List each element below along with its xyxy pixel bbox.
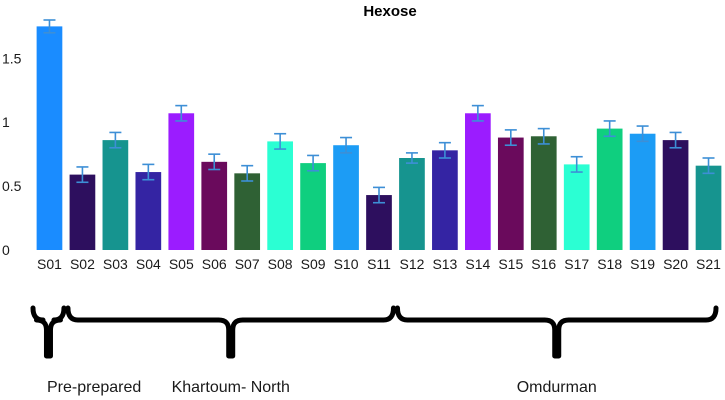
bar-s03 bbox=[102, 140, 129, 250]
error-bar-s15 bbox=[504, 129, 517, 147]
x-tick-label-s17: S17 bbox=[564, 256, 589, 272]
bar-s05 bbox=[168, 113, 195, 250]
error-bar-s08 bbox=[274, 132, 287, 150]
x-tick-label-s02: S02 bbox=[70, 256, 95, 272]
error-bar-s20 bbox=[669, 131, 682, 149]
x-tick-label-s06: S06 bbox=[202, 256, 227, 272]
bar-s16 bbox=[530, 136, 557, 250]
bar-s20 bbox=[662, 140, 689, 250]
x-tick-label-s09: S09 bbox=[301, 256, 326, 272]
x-tick-label-s12: S12 bbox=[399, 256, 424, 272]
error-bar-s06 bbox=[208, 153, 221, 171]
x-tick-label-s18: S18 bbox=[597, 256, 622, 272]
x-tick-label-s19: S19 bbox=[630, 256, 655, 272]
bar-s12 bbox=[399, 158, 425, 250]
x-tick-label-s03: S03 bbox=[103, 256, 128, 272]
bar-s04 bbox=[135, 172, 162, 250]
bar-s17 bbox=[563, 164, 590, 250]
x-tick-label-s04: S04 bbox=[136, 256, 161, 272]
error-bar-s07 bbox=[241, 164, 254, 182]
x-tick-label-s21: S21 bbox=[696, 256, 721, 272]
error-bar-s21 bbox=[702, 157, 715, 175]
x-tick-label-s14: S14 bbox=[465, 256, 490, 272]
y-tick-label: 1 bbox=[2, 114, 10, 130]
bar-s15 bbox=[497, 137, 524, 250]
error-bar-s05 bbox=[175, 104, 188, 122]
error-bar-s04 bbox=[142, 163, 155, 181]
group-label-pre-prepared: Pre-prepared bbox=[47, 379, 141, 396]
error-bar-s09 bbox=[307, 154, 320, 172]
error-bars bbox=[43, 19, 715, 204]
x-tick-label-s16: S16 bbox=[531, 256, 556, 272]
bar-s19 bbox=[629, 133, 656, 250]
bar-s18 bbox=[596, 128, 623, 250]
error-bar-s13 bbox=[438, 141, 451, 159]
bars bbox=[36, 26, 722, 250]
error-bar-s10 bbox=[340, 136, 353, 154]
bar-s21 bbox=[695, 165, 722, 250]
y-tick-label: 1.5 bbox=[2, 50, 22, 66]
brace-pre-prepared bbox=[30, 305, 67, 359]
bar-s02 bbox=[69, 174, 96, 250]
error-bar-s17 bbox=[570, 155, 583, 173]
bar-s08 bbox=[267, 141, 293, 250]
error-bar-s18 bbox=[603, 120, 616, 138]
y-tick-label: 0 bbox=[2, 242, 10, 258]
x-tick-label-s01: S01 bbox=[37, 256, 62, 272]
x-tick-label-s20: S20 bbox=[663, 256, 688, 272]
x-tick-label-s08: S08 bbox=[268, 256, 293, 272]
error-bar-s12 bbox=[405, 152, 418, 164]
x-axis-labels: S01 S02 S03 S04 S05 S06 S07 S08 S09 S10 S11 S12 S13 S… bbox=[37, 256, 721, 272]
error-bar-s03 bbox=[109, 131, 122, 149]
chart-title: Hexose bbox=[363, 3, 416, 20]
error-bar-s14 bbox=[471, 104, 484, 122]
error-bar-s02 bbox=[76, 166, 89, 184]
group-label-khartoum-north: Khartoum- North bbox=[172, 379, 290, 396]
bar-s11 bbox=[366, 195, 392, 250]
y-axis: 0 0.5 1 1.5 bbox=[2, 50, 22, 258]
bar-s13 bbox=[432, 150, 458, 250]
bar-s10 bbox=[333, 145, 359, 250]
group-label-omdurman: Omdurman bbox=[517, 379, 597, 396]
error-bar-s11 bbox=[373, 186, 385, 204]
error-bar-s16 bbox=[537, 127, 550, 145]
x-tick-label-s15: S15 bbox=[498, 256, 523, 272]
x-tick-label-s13: S13 bbox=[432, 256, 457, 272]
bar-s14 bbox=[465, 113, 491, 250]
error-bar-s19 bbox=[636, 125, 649, 143]
bar-s07 bbox=[234, 173, 261, 250]
brace-khartoum-north bbox=[65, 305, 396, 359]
bar-s09 bbox=[300, 163, 326, 250]
brace-omdurman bbox=[394, 305, 719, 359]
x-tick-label-s07: S07 bbox=[235, 256, 260, 272]
group-braces: Pre-prepared Khartoum- North Omdurman bbox=[30, 305, 719, 396]
error-bar-s01 bbox=[43, 19, 56, 34]
bar-s06 bbox=[201, 161, 228, 250]
x-tick-label-s10: S10 bbox=[334, 256, 359, 272]
bar-s01 bbox=[36, 26, 63, 250]
x-tick-label-s05: S05 bbox=[169, 256, 194, 272]
x-tick-label-s11: S11 bbox=[367, 256, 391, 272]
y-tick-label: 0.5 bbox=[2, 178, 22, 194]
